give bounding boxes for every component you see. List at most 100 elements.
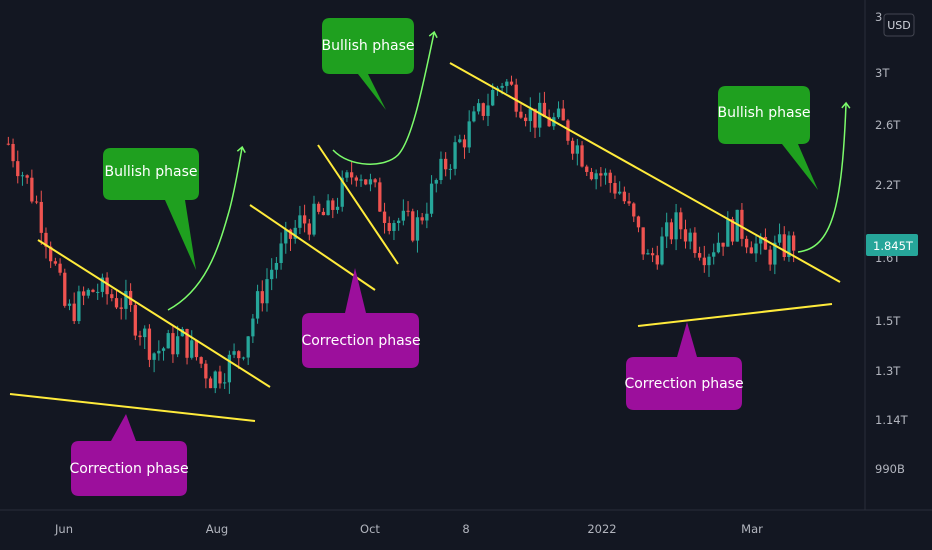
correction-label-2: Correction phase xyxy=(301,333,420,349)
candle-body xyxy=(143,328,147,338)
candle-body xyxy=(627,201,631,204)
candle-body xyxy=(608,172,612,184)
candle-body xyxy=(561,108,565,121)
candle-body xyxy=(420,217,424,221)
candle-body xyxy=(585,166,589,172)
current-price-badge: 1.845T xyxy=(866,234,918,256)
candle-body xyxy=(401,210,405,221)
bullish-label-2: Bullish phase xyxy=(321,38,414,54)
price-axis[interactable]: 3. 3T 2.6T 2.2T 1.5T 1.3T 1.14T 990B 1.6… xyxy=(864,0,918,510)
candle-body xyxy=(237,351,241,359)
candle-body xyxy=(787,235,791,258)
candle-body xyxy=(30,177,34,202)
candle-body xyxy=(448,168,453,170)
candle-body xyxy=(382,211,387,223)
currency-label[interactable]: USD xyxy=(887,19,911,32)
candle-body xyxy=(147,328,152,360)
candle-body xyxy=(39,201,43,233)
bullish-callout-1: Bullish phase xyxy=(103,148,199,270)
candle-body xyxy=(6,143,10,145)
candle-body xyxy=(542,102,547,117)
candle-body xyxy=(688,232,692,242)
candle-body xyxy=(505,81,509,86)
time-tick-label: Jun xyxy=(54,522,73,536)
candle-body xyxy=(284,229,288,244)
candle-body xyxy=(538,102,542,128)
candle-body xyxy=(185,328,189,358)
candle-body xyxy=(693,232,697,254)
trendline-resistance-main xyxy=(449,62,841,283)
candle-body xyxy=(251,318,255,337)
candle-body xyxy=(749,247,753,254)
candle-body xyxy=(777,234,782,243)
candle-body xyxy=(44,232,48,247)
candle-body xyxy=(392,223,396,231)
candle-body xyxy=(575,145,579,154)
trendline-resistance-3 xyxy=(317,144,399,265)
candle-body xyxy=(298,215,302,228)
candle-body xyxy=(453,142,457,169)
candle-body xyxy=(613,183,617,194)
candle-body xyxy=(190,340,194,358)
time-axis[interactable]: Jun Aug Oct 8 2022 Mar xyxy=(0,509,932,536)
candle-body xyxy=(166,333,170,349)
candle-body xyxy=(547,116,551,127)
candle-body xyxy=(721,242,725,247)
candle-body xyxy=(679,212,683,230)
candle-body xyxy=(618,191,622,194)
candle-body xyxy=(11,143,15,162)
candle-body xyxy=(345,172,349,178)
candle-body xyxy=(519,111,523,118)
candle-body xyxy=(792,235,796,251)
candle-body xyxy=(439,158,443,181)
candle-body xyxy=(265,279,269,304)
price-tick-label: 1.14T xyxy=(875,413,909,427)
bullish-callout-2: Bullish phase xyxy=(321,18,415,110)
candle-body xyxy=(763,236,768,250)
current-price-label: 1.845T xyxy=(873,239,914,253)
candle-body xyxy=(660,236,664,265)
candle-body xyxy=(58,263,62,273)
candle-body xyxy=(260,291,264,304)
candle-body xyxy=(335,206,340,210)
candle-body xyxy=(599,173,603,176)
candle-body xyxy=(415,217,420,241)
candle-body xyxy=(270,269,274,280)
candle-body xyxy=(476,103,481,112)
candle-body xyxy=(641,227,645,255)
candle-body xyxy=(25,175,29,178)
bullish-label-1: Bullish phase xyxy=(104,164,197,180)
candle-body xyxy=(486,105,490,116)
candle-body xyxy=(683,229,688,242)
bullish-arrow-3 xyxy=(797,101,851,253)
candle-body xyxy=(349,172,354,178)
candle-body xyxy=(740,209,744,239)
candle-body xyxy=(364,179,368,185)
candle-body xyxy=(491,89,495,106)
candle-body xyxy=(500,85,504,88)
price-tick-label: 2.2T xyxy=(875,178,901,192)
candle-body xyxy=(632,203,636,217)
candle-body xyxy=(199,357,203,364)
candle-body xyxy=(53,261,58,264)
price-tick-label: 1.3T xyxy=(875,364,901,378)
candle-body xyxy=(124,290,128,309)
candle-body xyxy=(716,242,721,253)
candle-body xyxy=(223,382,227,384)
candle-body xyxy=(434,180,438,184)
candle-body xyxy=(782,234,786,258)
candle-body xyxy=(354,177,358,181)
candle-body xyxy=(326,200,330,216)
trendlines xyxy=(9,62,841,422)
candle-body xyxy=(523,117,528,122)
currency-button[interactable]: USD xyxy=(883,13,915,37)
candle-body xyxy=(208,378,213,389)
candle-body xyxy=(509,81,514,85)
candle-body xyxy=(321,211,326,216)
candle-body xyxy=(16,161,20,177)
candle-body xyxy=(218,371,222,384)
candle-body xyxy=(754,243,758,254)
correction-label-1: Correction phase xyxy=(69,461,188,477)
candle-body xyxy=(67,303,72,306)
